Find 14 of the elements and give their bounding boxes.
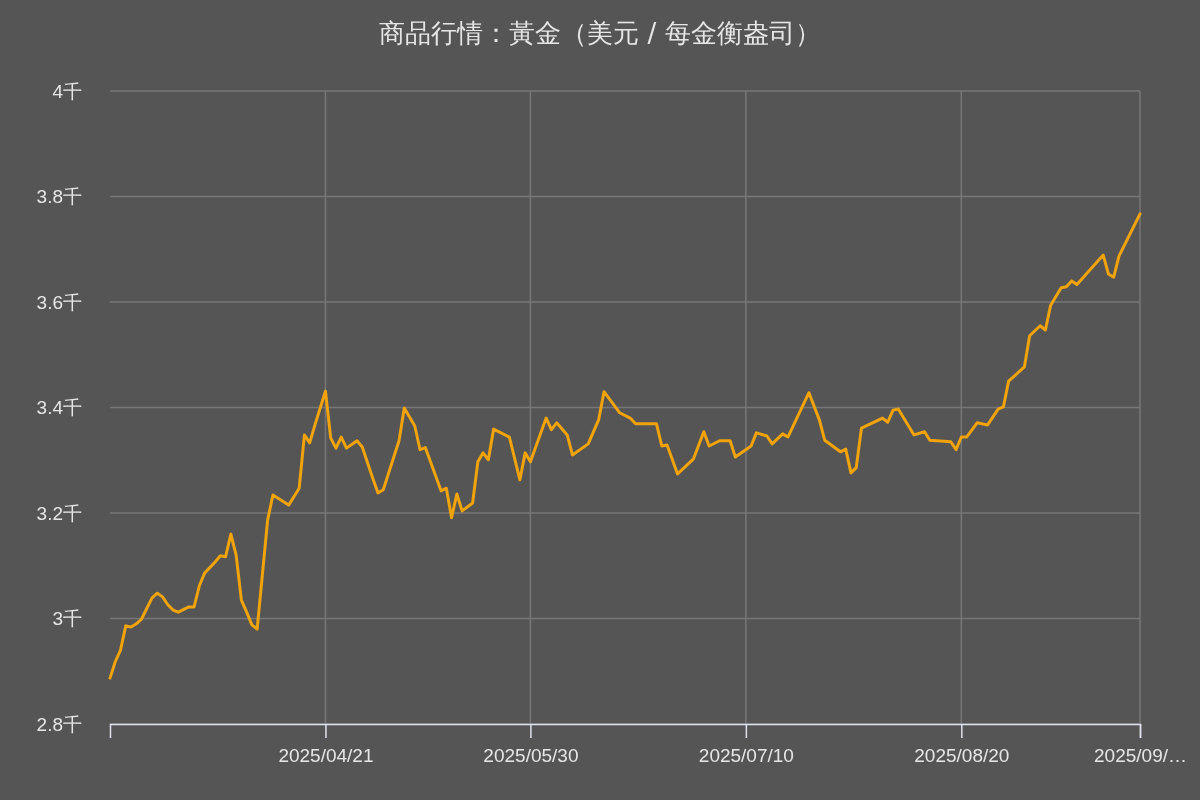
y-tick-label: 3千: [52, 608, 82, 630]
chart-title: 商品行情：黃金（美元 / 每金衡盎司）: [379, 18, 821, 48]
x-tick-label: 2025/05/30: [483, 744, 579, 766]
x-tick-label: 2025/09/…: [1094, 744, 1187, 766]
y-tick-label: 4千: [52, 80, 82, 102]
x-tick-label: 2025/04/21: [278, 744, 374, 766]
line-series: [108, 212, 1142, 680]
y-tick-label: 3.4千: [36, 397, 82, 419]
y-tick-label: 3.8千: [36, 186, 82, 208]
x-tick-label: 2025/08/20: [914, 744, 1010, 766]
y-tick-label: 3.6千: [36, 291, 82, 313]
y-tick-label: 2.8千: [36, 713, 82, 735]
y-tick-label: 3.2千: [36, 502, 82, 524]
x-tick-label: 2025/07/10: [698, 744, 794, 766]
